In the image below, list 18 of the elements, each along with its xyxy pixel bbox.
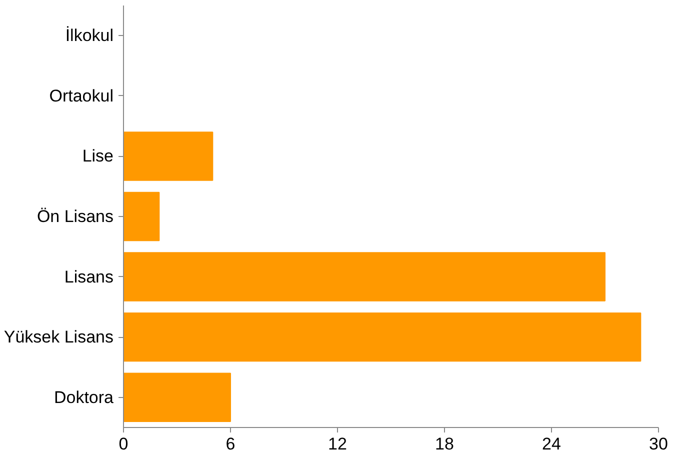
y-tick-label: Lisans <box>64 267 114 286</box>
x-tick-label: 0 <box>118 434 128 452</box>
bar <box>124 192 160 242</box>
y-tick-label: Yüksek Lisans <box>4 328 114 347</box>
y-tick-label: İlkokul <box>65 26 114 46</box>
y-tick-label: Lise <box>82 146 114 166</box>
bar <box>124 252 606 302</box>
bar <box>124 312 642 362</box>
y-tick-label: Ön Lisans <box>36 207 114 226</box>
x-tick-label: 12 <box>328 434 347 452</box>
x-tick-label: 24 <box>542 434 561 452</box>
x-tick-label: 18 <box>435 434 454 452</box>
x-tick-label: 30 <box>649 434 668 452</box>
bar <box>124 132 214 181</box>
bar <box>124 372 231 422</box>
y-tick-label: Ortaokul <box>49 86 114 106</box>
x-tick-label: 6 <box>226 434 236 452</box>
y-tick-label: Doktora <box>54 388 114 407</box>
